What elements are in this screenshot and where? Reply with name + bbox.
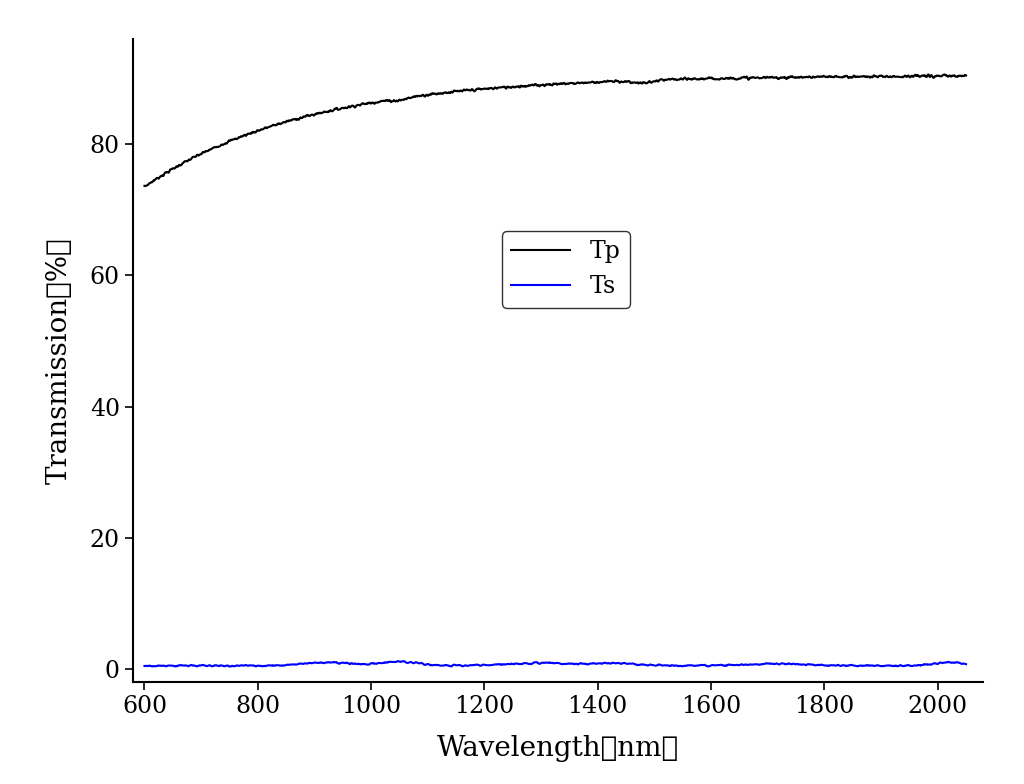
Tp — [236, 132, 248, 141]
Ts — [236, 661, 248, 670]
Ts — [202, 661, 214, 670]
Ts — [138, 662, 151, 671]
Ts — [397, 656, 410, 666]
Tp — [138, 181, 151, 191]
Tp — [519, 82, 531, 91]
Ts — [505, 659, 517, 668]
Ts — [959, 659, 972, 669]
Line: Ts: Ts — [144, 661, 966, 666]
Tp — [922, 70, 934, 79]
X-axis label: Wavelength（nm）: Wavelength（nm） — [437, 735, 679, 762]
Ts — [607, 658, 620, 667]
Ts — [520, 659, 532, 668]
Ts — [224, 662, 237, 671]
Tp — [139, 181, 152, 191]
Tp — [959, 71, 972, 80]
Tp — [203, 146, 215, 155]
Tp — [505, 83, 517, 93]
Y-axis label: Transmission（%）: Transmission（%） — [46, 238, 73, 484]
Line: Tp: Tp — [144, 74, 966, 186]
Tp — [487, 84, 500, 93]
Legend: Tp, Ts: Tp, Ts — [502, 231, 630, 307]
Tp — [606, 77, 618, 86]
Ts — [488, 660, 501, 670]
